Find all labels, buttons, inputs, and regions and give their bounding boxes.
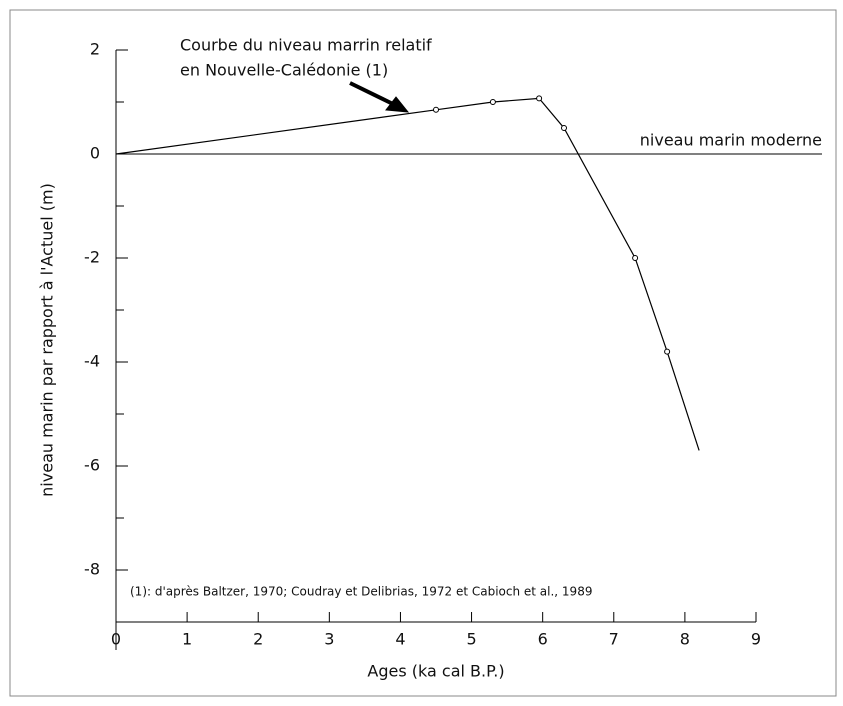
footnote: (1): d'après Baltzer, 1970; Coudray et D…	[130, 585, 592, 599]
arrow-head	[385, 96, 410, 113]
x-tick-label: 8	[680, 630, 690, 649]
x-tick-label: 7	[609, 630, 619, 649]
x-axis-label: Ages (ka cal B.P.)	[367, 662, 504, 681]
x-tick-label: 1	[182, 630, 192, 649]
data-point	[632, 255, 639, 261]
frame	[9, 9, 837, 697]
data-point	[489, 99, 496, 105]
data-point	[536, 95, 543, 102]
x-tick-label: 6	[538, 630, 548, 649]
x-tick-label: 2	[253, 630, 263, 649]
reference-label: niveau marin moderne	[640, 131, 822, 150]
y-tick-label: -2	[84, 248, 100, 267]
data-point	[664, 348, 671, 355]
data-line	[115, 97, 700, 451]
x-tick-label: 4	[395, 630, 405, 649]
data-point	[561, 125, 567, 131]
x-tick-label: 3	[324, 630, 334, 649]
y-tick-label: -8	[84, 560, 100, 579]
y-tick-label: 0	[90, 144, 100, 163]
y-tick-label: -4	[84, 352, 100, 371]
annotation: en Nouvelle-Calédonie (1)	[180, 61, 388, 80]
arrow-shaft	[349, 81, 396, 107]
annotation: Courbe du niveau marrin relatif	[180, 36, 432, 55]
y-tick-label: -6	[84, 456, 100, 475]
x-tick-label: 9	[751, 630, 761, 649]
y-axis-label: niveau marin par rapport à l'Actuel (m)	[38, 183, 57, 497]
data-point	[433, 106, 439, 113]
x-tick-label: 0	[111, 630, 121, 649]
x-tick-label: 5	[466, 630, 476, 649]
y-tick-label: 2	[90, 40, 100, 59]
